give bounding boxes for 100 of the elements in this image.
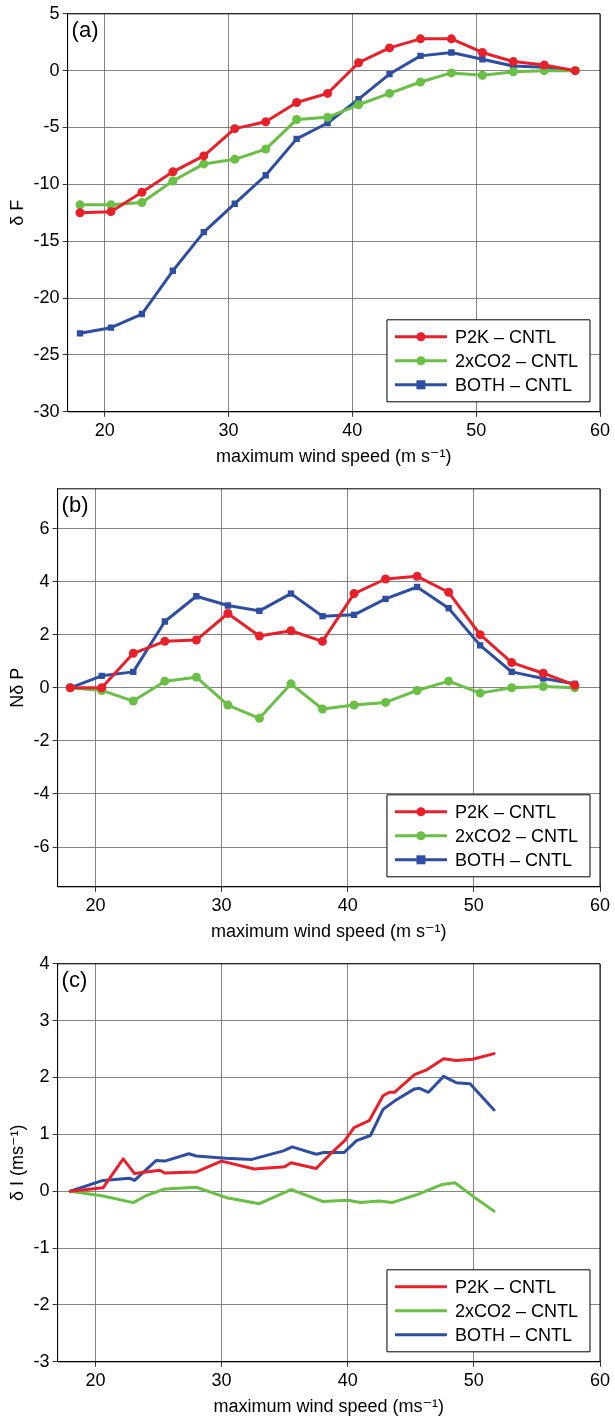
point (415, 34, 425, 44)
point (354, 58, 364, 68)
x-axis-title: maximum wind speed (ms⁻¹) (213, 1396, 445, 1417)
y-tick-label: 4 (39, 952, 50, 973)
point (323, 112, 333, 122)
point (168, 176, 178, 186)
point (475, 688, 485, 698)
point (160, 676, 170, 686)
point (381, 697, 391, 707)
point (417, 52, 424, 60)
point (382, 595, 389, 603)
point (286, 679, 296, 689)
point (76, 330, 84, 337)
x-tick-label: 20 (94, 419, 115, 440)
y-tick-label: -5 (43, 116, 60, 137)
x-tick-label: 30 (211, 894, 232, 915)
x-tick-label: 20 (85, 1369, 106, 1390)
point (508, 67, 518, 77)
point (230, 154, 240, 164)
y-tick-label: -15 (33, 230, 60, 251)
point (475, 630, 485, 640)
point (193, 593, 200, 600)
y-tick-label: 2 (39, 623, 50, 644)
point (75, 208, 85, 218)
point (477, 47, 487, 57)
point (230, 124, 240, 134)
point (199, 151, 209, 161)
y-tick-label: -30 (33, 400, 60, 421)
y-tick-label: 0 (39, 1180, 50, 1201)
y-tick-label: -1 (33, 1237, 50, 1258)
point (444, 676, 454, 686)
y-tick-label: -10 (33, 173, 60, 194)
legend-label: BOTH – CNTL (454, 849, 572, 870)
point (254, 631, 264, 641)
point (256, 607, 263, 615)
point (386, 70, 393, 78)
point (254, 713, 264, 723)
y-tick-label: 1 (39, 1123, 50, 1144)
point (293, 135, 300, 143)
x-tick-label: 30 (211, 1369, 232, 1390)
x-tick-label: 50 (463, 1369, 484, 1390)
legend-label: 2xCO2 – CNTL (454, 350, 579, 371)
point (444, 587, 454, 597)
point (476, 642, 484, 649)
point (318, 636, 327, 646)
y-tick-label: 4 (39, 570, 50, 591)
point (477, 70, 487, 80)
legend-label: BOTH – CNTL (454, 374, 572, 395)
point (137, 198, 147, 208)
point (412, 571, 422, 581)
x-tick-label: 60 (589, 1369, 611, 1390)
point (128, 648, 138, 658)
x-tick-label: 20 (85, 894, 106, 915)
point (349, 589, 359, 599)
point (323, 88, 333, 98)
y-axis-title: δ I (ms⁻¹) (6, 1124, 27, 1202)
point (319, 612, 326, 620)
point (223, 700, 233, 710)
point (412, 685, 422, 695)
point (385, 43, 395, 53)
point (507, 658, 517, 668)
point (224, 602, 232, 609)
y-tick-label: 0 (39, 676, 50, 697)
point (168, 167, 178, 177)
y-axis-title: δ F (6, 199, 27, 226)
point (538, 681, 548, 691)
point (286, 626, 296, 636)
y-axis-title: Nδ P (6, 667, 27, 708)
y-tick-label: -20 (33, 287, 60, 308)
point (199, 159, 209, 169)
point (446, 68, 456, 78)
y-tick-label: -25 (33, 343, 60, 364)
x-axis-title: maximum wind speed (m s⁻¹) (216, 446, 452, 467)
point (508, 57, 518, 67)
y-tick-label: -6 (33, 835, 50, 856)
legend-label: P2K – CNTL (454, 326, 557, 347)
point (261, 117, 271, 127)
legend-label: P2K – CNTL (454, 801, 557, 822)
annotation: (a) (71, 16, 99, 42)
y-tick-label: 3 (39, 1009, 50, 1030)
point (381, 574, 391, 584)
point (445, 605, 452, 612)
point (160, 636, 170, 646)
y-tick-label: 0 (49, 59, 60, 80)
point (128, 696, 138, 706)
x-tick-label: 50 (463, 894, 484, 915)
point (479, 56, 486, 63)
point (538, 668, 548, 678)
x-tick-label: 40 (342, 419, 363, 440)
point (292, 98, 302, 107)
point (318, 704, 327, 714)
point (507, 683, 517, 693)
point (223, 609, 233, 619)
point (415, 77, 425, 87)
point (385, 88, 395, 98)
point (446, 34, 456, 44)
y-tick-label: -3 (33, 1350, 50, 1371)
legend-label: 2xCO2 – CNTL (454, 825, 579, 846)
point (292, 115, 302, 125)
x-tick-label: 40 (337, 1369, 358, 1390)
